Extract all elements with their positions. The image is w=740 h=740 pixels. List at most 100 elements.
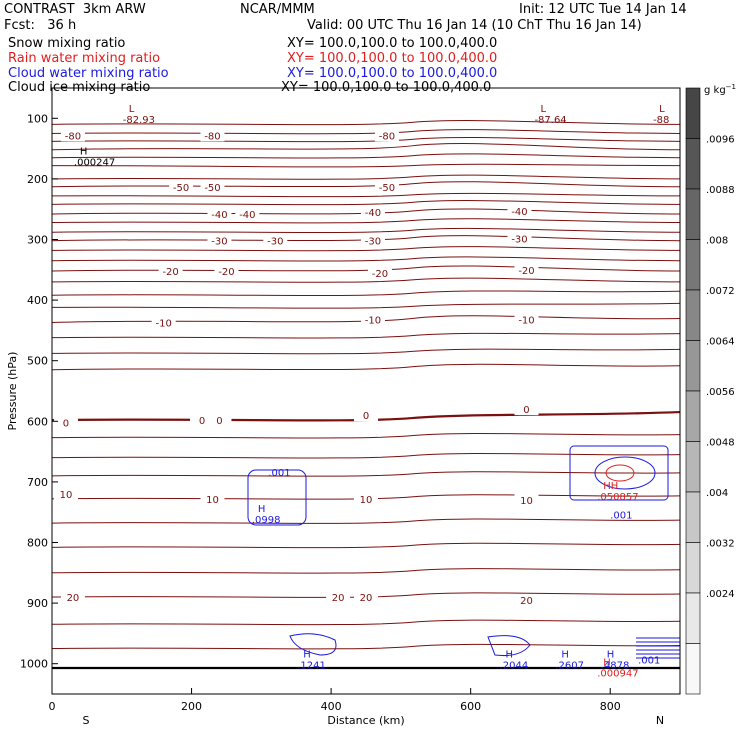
colorbar-segment bbox=[685, 491, 701, 543]
isotherm-line bbox=[51, 453, 681, 459]
contour-label-bg bbox=[360, 206, 385, 219]
contour-label-bg bbox=[60, 129, 85, 142]
colorbar-label: .0096 bbox=[706, 135, 735, 146]
y-axis-label: Pressure (hPa) bbox=[6, 352, 19, 431]
y-tick-label: 300 bbox=[27, 234, 48, 247]
legend-snow-label: Snow mixing ratio bbox=[8, 36, 126, 51]
legend-cloudwater-xy: XY= 100.0,100.0 to 100.0,400.0 bbox=[287, 66, 498, 81]
extremum-marker: H bbox=[607, 650, 615, 661]
contour-label-bg bbox=[200, 129, 225, 142]
x-tick-label: 200 bbox=[181, 700, 202, 713]
isotherm-line bbox=[51, 542, 681, 549]
isotherm-line bbox=[51, 265, 681, 272]
contour-label-bg bbox=[507, 232, 532, 245]
isotherm-label: -80 bbox=[65, 131, 81, 142]
isotherm-label: 10 bbox=[60, 490, 73, 501]
isotherm-label: 20 bbox=[360, 593, 373, 604]
contour-label-bg bbox=[367, 266, 392, 279]
isotherm-line bbox=[51, 568, 681, 574]
colorbar-segment bbox=[685, 643, 701, 695]
contour-label-bg bbox=[514, 594, 539, 607]
isotherm-label: 10 bbox=[360, 495, 373, 506]
y-tick-label: 200 bbox=[27, 173, 48, 186]
colorbar-segment bbox=[685, 390, 701, 442]
isotherm-line bbox=[51, 433, 681, 439]
colorbar-segment bbox=[685, 542, 701, 594]
extremum-marker: H bbox=[303, 650, 311, 661]
isotherm-label: -50 bbox=[379, 183, 395, 194]
colorbar-segment bbox=[685, 592, 701, 644]
y-tick-label: 100 bbox=[27, 112, 48, 125]
isotherm-label: 20 bbox=[520, 596, 533, 607]
contour-label-bg bbox=[207, 208, 232, 221]
contour-value-label: .001 bbox=[638, 656, 660, 667]
header-init: Init: 12 UTC Tue 14 Jan 14 bbox=[519, 2, 687, 17]
colorbar-label: .004 bbox=[706, 488, 728, 499]
legend-cloudwater-label: Cloud water mixing ratio bbox=[8, 66, 169, 81]
isotherm-label: -40 bbox=[211, 210, 227, 221]
y-tick-label: 400 bbox=[27, 294, 48, 307]
y-tick-label: 800 bbox=[27, 537, 48, 550]
south-label: S bbox=[83, 714, 90, 727]
contour-label-bg bbox=[514, 403, 539, 416]
colorbar-segment bbox=[685, 441, 701, 493]
isotherm-label: 0 bbox=[216, 416, 222, 427]
colorbar-label: .0024 bbox=[706, 589, 735, 600]
contour-value-label: .001 bbox=[610, 510, 632, 521]
plot-frame bbox=[51, 87, 681, 695]
contour-value-label: .001 bbox=[268, 468, 290, 479]
colorbar-label: .0088 bbox=[706, 185, 735, 196]
colorbar-segment bbox=[685, 289, 701, 341]
contour-label-bg bbox=[360, 313, 385, 326]
extremum-value: -87.64 bbox=[534, 115, 566, 126]
isotherm-label: -20 bbox=[162, 267, 178, 278]
colorbar-segment bbox=[685, 188, 701, 240]
extremum-value: -88 bbox=[653, 115, 669, 126]
isotherm-label: -40 bbox=[365, 208, 381, 219]
isotherm-label: -30 bbox=[511, 234, 527, 245]
contour-label-bg bbox=[374, 180, 399, 193]
isotherm-line bbox=[51, 332, 681, 339]
isotherm-label: -10 bbox=[155, 319, 171, 330]
extremum-marker: L bbox=[129, 104, 135, 115]
cloud-water-contour bbox=[247, 469, 307, 526]
isotherm-line bbox=[51, 235, 681, 242]
header-fcst: Fcst: 36 h bbox=[4, 18, 77, 33]
isotherm-label: -40 bbox=[511, 207, 527, 218]
colorbar-label: .0064 bbox=[706, 337, 735, 348]
extremum-marker: L bbox=[540, 104, 546, 115]
y-tick-label: 700 bbox=[27, 476, 48, 489]
colorbar-segment bbox=[685, 239, 701, 291]
isotherm-label: -50 bbox=[204, 183, 220, 194]
contour-label-bg bbox=[507, 205, 532, 218]
temperature-contours bbox=[51, 120, 681, 650]
isotherm-line bbox=[51, 471, 681, 477]
extremum-marker: HH bbox=[603, 481, 618, 492]
isotherm-line bbox=[51, 142, 681, 151]
contour-label-bg bbox=[60, 591, 85, 604]
isotherm-line bbox=[51, 302, 681, 309]
contour-label-bg bbox=[53, 488, 78, 501]
extremum-marker: H bbox=[561, 650, 569, 661]
isotherm-label: 20 bbox=[332, 593, 345, 604]
isotherm-line bbox=[51, 163, 681, 168]
contour-label-bg bbox=[354, 591, 378, 604]
extremum-value: .0998 bbox=[252, 515, 281, 526]
isotherm-label: 10 bbox=[206, 495, 219, 506]
y-tick-label: 500 bbox=[27, 355, 48, 368]
isotherm-label: 0 bbox=[63, 419, 69, 430]
extremum-marker: H bbox=[603, 658, 611, 669]
isotherm-line bbox=[51, 153, 681, 159]
isotherm-label: -20 bbox=[518, 266, 534, 277]
isotherm-line bbox=[51, 208, 681, 215]
contour-label-bg bbox=[374, 129, 399, 142]
header-valid: Valid: 00 UTC Thu 16 Jan 14 (10 ChT Thu … bbox=[307, 18, 642, 33]
isotherm-label: -30 bbox=[211, 237, 227, 248]
extremum-value: .000247 bbox=[74, 158, 115, 169]
isotherm-line bbox=[51, 120, 681, 126]
colorbar-segment bbox=[685, 87, 701, 139]
isotherm-line bbox=[51, 619, 681, 626]
contour-label-bg bbox=[514, 313, 539, 326]
